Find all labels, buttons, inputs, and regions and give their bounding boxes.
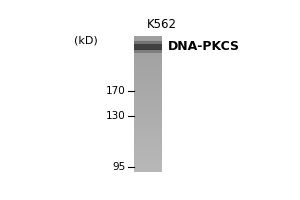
Bar bbox=[134, 156, 162, 158]
Text: (kD): (kD) bbox=[74, 35, 98, 45]
Bar bbox=[134, 92, 162, 94]
Text: 130: 130 bbox=[106, 111, 126, 121]
Bar bbox=[134, 141, 162, 143]
Bar bbox=[134, 126, 162, 128]
Bar bbox=[134, 114, 162, 116]
Bar bbox=[134, 49, 162, 53]
Bar bbox=[134, 56, 162, 58]
Bar bbox=[134, 105, 162, 107]
Bar bbox=[134, 119, 162, 121]
Bar bbox=[134, 100, 162, 102]
Bar bbox=[134, 160, 162, 162]
Bar bbox=[134, 39, 162, 41]
Bar bbox=[134, 87, 162, 89]
Bar bbox=[134, 63, 162, 65]
Bar bbox=[134, 146, 162, 148]
Bar bbox=[134, 139, 162, 141]
Bar bbox=[134, 44, 162, 50]
Bar bbox=[134, 80, 162, 82]
Bar bbox=[134, 143, 162, 145]
Text: DNA-PKCS: DNA-PKCS bbox=[168, 40, 240, 53]
Bar bbox=[134, 90, 162, 92]
Bar bbox=[134, 104, 162, 106]
Bar bbox=[134, 153, 162, 155]
Bar bbox=[134, 127, 162, 129]
Bar bbox=[134, 122, 162, 124]
Bar bbox=[134, 124, 162, 126]
Bar bbox=[134, 53, 162, 55]
Bar bbox=[134, 151, 162, 153]
Bar bbox=[134, 131, 162, 133]
Bar bbox=[134, 133, 162, 135]
Bar bbox=[134, 73, 162, 75]
Bar bbox=[134, 85, 162, 87]
Bar bbox=[134, 43, 162, 45]
Bar bbox=[134, 116, 162, 118]
Bar bbox=[134, 65, 162, 67]
Bar bbox=[134, 136, 162, 138]
Bar bbox=[134, 89, 162, 91]
Bar bbox=[134, 38, 162, 40]
Bar bbox=[134, 163, 162, 165]
Bar bbox=[134, 95, 162, 97]
Bar bbox=[134, 61, 162, 63]
Bar bbox=[134, 99, 162, 101]
Bar bbox=[134, 102, 162, 104]
Bar bbox=[134, 50, 162, 52]
Bar bbox=[134, 129, 162, 131]
Bar bbox=[134, 51, 162, 53]
Bar bbox=[134, 60, 162, 62]
Bar bbox=[134, 121, 162, 123]
Bar bbox=[134, 68, 162, 70]
Bar bbox=[134, 148, 162, 150]
Bar bbox=[134, 67, 162, 69]
Bar bbox=[134, 41, 162, 44]
Text: 95: 95 bbox=[112, 162, 126, 172]
Bar bbox=[134, 117, 162, 119]
Bar bbox=[134, 83, 162, 85]
Bar bbox=[134, 44, 162, 46]
Bar bbox=[134, 107, 162, 109]
Bar bbox=[134, 72, 162, 74]
Bar bbox=[134, 41, 162, 43]
Bar bbox=[134, 165, 162, 167]
Bar bbox=[134, 46, 162, 48]
Bar bbox=[134, 94, 162, 96]
Bar bbox=[134, 166, 162, 168]
Bar bbox=[134, 75, 162, 77]
Bar bbox=[134, 77, 162, 79]
Bar bbox=[134, 48, 162, 50]
Bar bbox=[134, 150, 162, 152]
Bar bbox=[134, 58, 162, 60]
Bar bbox=[134, 55, 162, 57]
Bar bbox=[134, 138, 162, 140]
Bar bbox=[134, 168, 162, 170]
Bar bbox=[134, 70, 162, 72]
Bar bbox=[134, 155, 162, 157]
Bar bbox=[134, 97, 162, 99]
Bar bbox=[134, 36, 162, 38]
Bar bbox=[134, 144, 162, 146]
Bar bbox=[134, 134, 162, 136]
Bar bbox=[134, 82, 162, 84]
Bar bbox=[134, 111, 162, 113]
Bar bbox=[134, 161, 162, 163]
Bar bbox=[134, 78, 162, 80]
Bar bbox=[134, 170, 162, 172]
Bar bbox=[134, 109, 162, 111]
Bar bbox=[134, 158, 162, 160]
Bar bbox=[134, 112, 162, 114]
Text: K562: K562 bbox=[147, 18, 177, 31]
Text: 170: 170 bbox=[106, 86, 126, 96]
